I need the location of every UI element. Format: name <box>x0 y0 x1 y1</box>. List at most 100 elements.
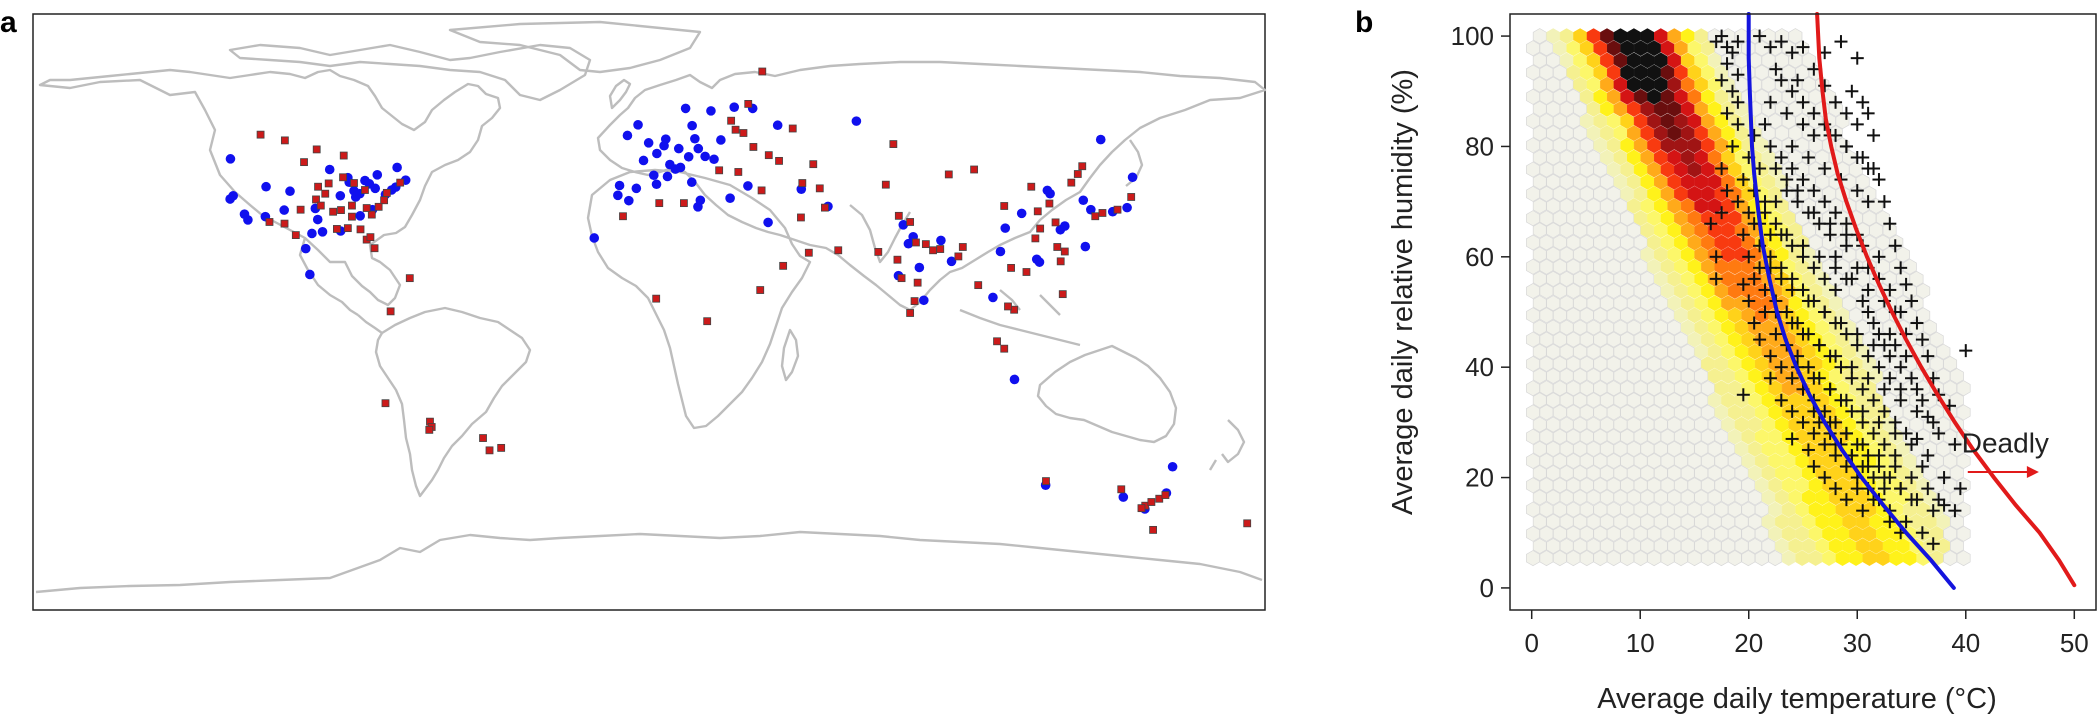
hexbin-cell <box>1815 368 1830 384</box>
map-point-square <box>881 180 890 189</box>
plus-marker <box>1763 40 1777 54</box>
plus-marker <box>1774 393 1788 407</box>
hexbin-cell <box>1654 173 1668 190</box>
map-point-square <box>936 245 945 253</box>
hexbin-cell <box>1526 428 1540 445</box>
hexbin-cell <box>1694 76 1709 93</box>
hexbin-cell <box>1754 404 1769 421</box>
plus-marker <box>1861 106 1875 120</box>
map-point-circle <box>919 295 929 306</box>
panel-b-letter: b <box>1355 6 1373 39</box>
hexbin-cell <box>1579 137 1594 154</box>
plus-marker <box>1715 29 1729 43</box>
hexbin-cell <box>1532 343 1547 360</box>
hexbin-cell <box>1875 210 1890 227</box>
hexbin-cell <box>1586 173 1601 190</box>
plus-marker <box>1818 437 1832 451</box>
map-point-circle <box>725 193 735 203</box>
hexbin-cell <box>1539 40 1554 57</box>
hexbin-cell <box>1606 113 1621 129</box>
plus-marker <box>1780 305 1794 319</box>
hexbin-cell <box>1775 513 1789 530</box>
hexbin-cell <box>1593 161 1608 178</box>
hexbin-cell <box>1613 367 1628 385</box>
hexbin-cell <box>1559 367 1574 385</box>
plus-marker <box>1905 294 1919 308</box>
hexbin-cell <box>1600 173 1614 190</box>
plus-marker <box>1872 250 1886 264</box>
hexbin-cell <box>1916 380 1931 397</box>
map-point-square <box>797 213 805 222</box>
hexbin-cell <box>1788 441 1803 457</box>
hexbin-cell <box>1552 550 1567 567</box>
hexbin-cell <box>1869 222 1884 239</box>
hexbin-cell <box>1586 367 1601 385</box>
map-point-square <box>280 219 289 228</box>
plus-marker <box>1932 426 1946 440</box>
map-point-circle <box>243 215 253 225</box>
plus-marker <box>1758 305 1772 319</box>
plus-marker <box>1763 95 1777 109</box>
map-point-square <box>382 188 391 197</box>
hexbin-cell <box>1546 52 1561 69</box>
hexbin-cell <box>1707 465 1722 482</box>
hexbin-cell <box>1674 137 1688 154</box>
hexbin-cell <box>1606 331 1621 348</box>
map-point-square <box>296 205 305 214</box>
hexbin-cell <box>1781 453 1796 469</box>
coastline-new-zealand <box>1208 419 1246 471</box>
hexbin-cell <box>1849 501 1863 518</box>
map-point-square <box>329 207 338 216</box>
hexbin-cell <box>1539 331 1554 348</box>
plus-marker <box>1894 393 1908 407</box>
hexbin-cell <box>1647 234 1661 251</box>
coastline-eurasia <box>596 60 1267 312</box>
hexbin-cell <box>1741 525 1756 542</box>
plus-marker <box>1791 316 1805 330</box>
hexbin-cell <box>1526 282 1540 300</box>
hexbin-cell <box>1633 525 1648 542</box>
hexbin-cell <box>1721 149 1735 166</box>
panel-a-letter: a <box>0 6 17 39</box>
hexbin-cell <box>1653 440 1668 457</box>
map-point-square <box>929 246 937 255</box>
hexbin-cell <box>1647 40 1661 57</box>
plus-points <box>1704 29 1973 551</box>
hexbin-cell <box>1680 173 1695 190</box>
hexbin-cell <box>1566 282 1581 300</box>
hexbin-cell <box>1593 282 1608 300</box>
hexbin-cell <box>1842 149 1857 166</box>
map-point-square <box>1031 234 1040 243</box>
hexbin-cell <box>1559 246 1574 263</box>
hexbin-cell <box>1566 64 1581 81</box>
hexbin-cell <box>1842 368 1857 384</box>
hexbin-cell <box>1748 465 1762 481</box>
hexbin-cell <box>1620 404 1635 421</box>
map-point-square <box>405 274 414 283</box>
hexbin-cell <box>1586 416 1601 433</box>
hexbin-cell <box>1653 343 1668 360</box>
hexbin-cell <box>1707 513 1722 530</box>
hexbin-cell <box>1842 538 1857 554</box>
plus-marker <box>1763 371 1777 385</box>
map-point-square <box>337 206 345 214</box>
map-point-square <box>339 151 348 160</box>
hexbin-cell <box>1606 307 1621 324</box>
map-point-square <box>479 434 487 442</box>
hexbin-cell <box>1788 246 1803 263</box>
map-point-square <box>1113 205 1122 214</box>
plus-marker <box>1839 327 1853 341</box>
plus-marker <box>1877 437 1891 451</box>
hexbin-cell <box>1815 489 1830 506</box>
hexbin-cell <box>1573 52 1587 69</box>
hexbin-cell <box>1674 88 1688 105</box>
map-point-circle <box>392 162 402 173</box>
hexbin-cell <box>1546 197 1561 215</box>
hexbin-cell <box>1620 137 1635 154</box>
plus-marker <box>1888 239 1902 253</box>
hexbin-cell <box>1775 489 1789 506</box>
hexbin-cell <box>1559 76 1574 93</box>
hexbin-cell <box>1694 52 1709 69</box>
map-point-square <box>912 238 920 247</box>
plus-marker <box>1758 206 1772 220</box>
